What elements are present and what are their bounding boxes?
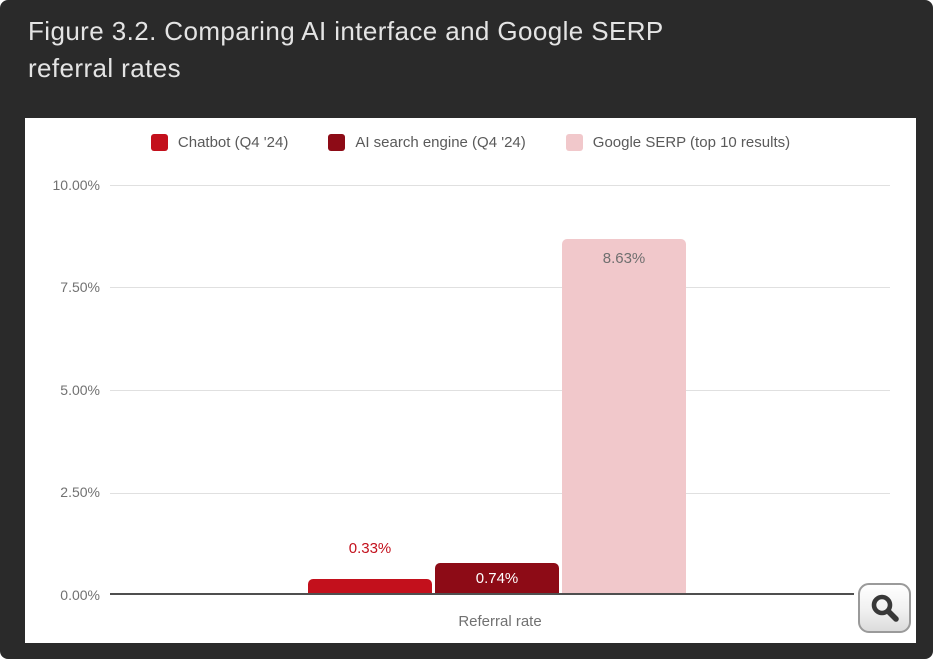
figure-title: Figure 3.2. Comparing AI interface and G…	[28, 13, 788, 87]
legend-item-google-serp: Google SERP (top 10 results)	[565, 134, 791, 151]
legend-item-chatbot: Chatbot (Q4 '24)	[150, 134, 289, 151]
legend-swatch-chatbot	[150, 134, 168, 151]
y-tick-2-5: 2.50%	[60, 484, 100, 500]
zoom-search-button[interactable]	[858, 583, 911, 633]
y-tick-5: 5.00%	[60, 382, 100, 398]
gridline-7-5	[110, 287, 890, 288]
gridline-10	[110, 185, 890, 186]
y-tick-0: 0.00%	[60, 587, 100, 603]
bar-label-google-serp: 8.63%	[602, 250, 646, 267]
bar-label-ai-search-engine: 0.74%	[475, 570, 519, 587]
chart-panel: Chatbot (Q4 '24) AI search engine (Q4 '2…	[25, 118, 916, 643]
chart-legend: Chatbot (Q4 '24) AI search engine (Q4 '2…	[25, 134, 916, 151]
magnifier-icon	[869, 592, 901, 624]
legend-label-chatbot: Chatbot (Q4 '24)	[177, 134, 289, 151]
x-axis-label: Referral rate	[458, 613, 542, 630]
legend-item-ai-search-engine: AI search engine (Q4 '24)	[328, 134, 526, 151]
legend-label-ai-search-engine: AI search engine (Q4 '24)	[355, 134, 526, 151]
bar-label-chatbot: 0.33%	[348, 540, 392, 557]
legend-label-google-serp: Google SERP (top 10 results)	[592, 134, 791, 151]
bar-google-serp: 8.63%	[562, 239, 686, 593]
y-tick-10: 10.00%	[52, 177, 100, 193]
y-tick-7-5: 7.50%	[60, 279, 100, 295]
gridline-2-5	[110, 493, 890, 494]
bar-ai-search-engine: 0.74%	[435, 563, 559, 593]
plot-area: 0.33% 0.74% 8.63%	[110, 185, 890, 595]
figure-title-line2: referral rates	[28, 53, 181, 83]
gridline-5	[110, 390, 890, 391]
figure-title-line1: Figure 3.2. Comparing AI interface and G…	[28, 16, 664, 46]
legend-swatch-ai-search-engine	[328, 134, 346, 151]
legend-swatch-google-serp	[565, 134, 583, 151]
bar-chatbot: 0.33%	[308, 540, 432, 593]
